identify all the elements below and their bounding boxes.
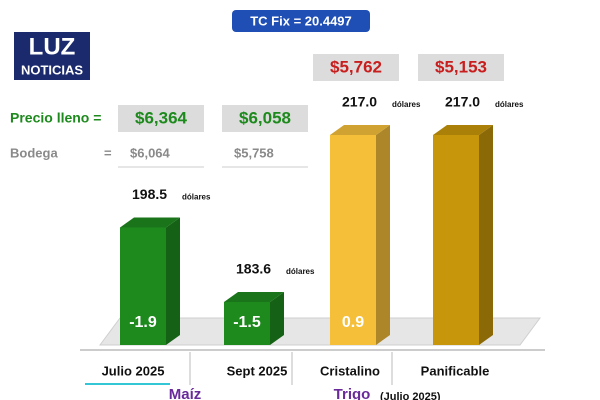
- full-price: $5,153: [435, 57, 487, 76]
- value-label: 198.5: [132, 186, 167, 202]
- change-label: -1.5: [233, 314, 261, 331]
- logo-box: [14, 32, 90, 80]
- change-label: 0.9: [342, 314, 364, 331]
- price-box: [313, 54, 399, 81]
- bar-side: [270, 292, 284, 345]
- bar-top: [433, 125, 493, 135]
- bodega-price: $6,064: [130, 145, 171, 160]
- bar: [433, 135, 479, 345]
- change-label: -1.9: [129, 314, 157, 331]
- bar-top: [330, 125, 390, 135]
- bar-side: [376, 125, 390, 345]
- bodega-label: Bodega: [10, 145, 58, 160]
- bar-top: [120, 217, 180, 228]
- bar-top: [224, 292, 284, 302]
- group-note: (Julio 2025): [380, 391, 441, 400]
- x-tick-label: Panificable: [421, 363, 490, 378]
- value-label: 217.0: [342, 94, 377, 110]
- price-box: [118, 105, 204, 132]
- x-tick-label: Cristalino: [320, 363, 380, 378]
- full-price: $5,762: [330, 57, 382, 76]
- bar: [120, 227, 166, 345]
- group-label: Trigo: [334, 386, 371, 400]
- header-box: [232, 10, 370, 32]
- price-box: [418, 54, 504, 81]
- header: TC Fix = 20.4497: [250, 13, 352, 28]
- bar: [330, 135, 376, 345]
- full-price-label: Precio lleno =: [10, 110, 101, 126]
- logo-line2: NOTICIAS: [21, 62, 83, 77]
- floor: [99, 317, 541, 346]
- unit-label: dólares: [286, 267, 315, 276]
- bodega-eq: =: [104, 145, 112, 160]
- bar-side: [479, 125, 493, 345]
- price-box: [222, 105, 308, 132]
- x-tick-label: Julio 2025: [102, 363, 165, 378]
- full-price: $6,058: [239, 108, 291, 127]
- value-label: 183.6: [236, 261, 271, 277]
- logo-line1: LUZ: [29, 33, 76, 60]
- unit-label: dólares: [182, 193, 211, 202]
- unit-label: dólares: [392, 100, 421, 109]
- value-label: 217.0: [445, 94, 480, 110]
- x-tick-label: Sept 2025: [227, 363, 288, 378]
- bar-side: [166, 217, 180, 345]
- bodega-price: $5,758: [234, 145, 274, 160]
- full-price: $6,364: [135, 108, 188, 127]
- group-label: Maíz: [169, 386, 202, 400]
- bar: [224, 302, 270, 345]
- unit-label: dólares: [495, 100, 524, 109]
